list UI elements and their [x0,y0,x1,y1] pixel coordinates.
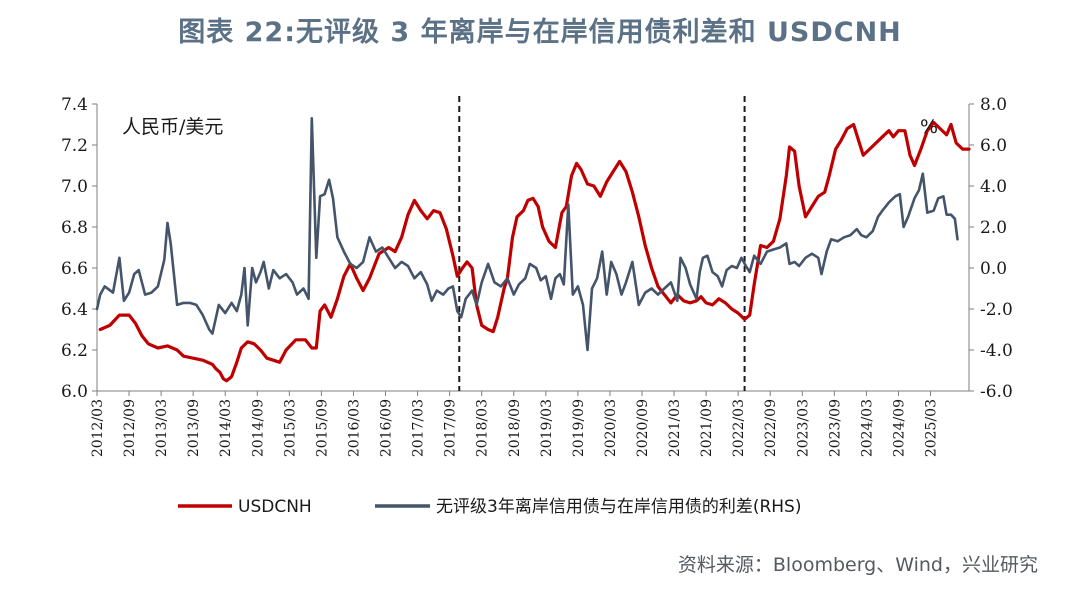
right-tick-label: -4.0 [980,341,1013,361]
x-tick-label: 2015/09 [314,399,330,457]
labels-layer: 6.0 6.2 6.4 6.6 6.8 7.0 7.2 7.4 -6.0 -4.0 -2.0 0.0 2… [61,95,1013,517]
right-tick-label: 0.0 [980,259,1007,279]
left-tick-label: 7.2 [61,136,88,156]
x-tick-label: 2021/03 [667,399,683,457]
left-tick-label: 7.4 [61,95,88,115]
x-tick-label: 2013/03 [154,399,170,457]
x-tick-label: 2021/09 [699,399,715,457]
right-tick-label: 8.0 [980,95,1007,115]
x-tick-label: 2019/09 [571,399,587,457]
x-tick-label: 2020/09 [635,399,651,457]
x-tick-label: 2022/03 [731,399,747,457]
left-tick-label: 6.2 [61,341,88,361]
source-note: 资料来源：Bloomberg、Wind，兴业研究 [677,554,1038,576]
right-tick-label: 4.0 [980,177,1007,197]
right-tick-label: -6.0 [980,382,1013,402]
legend-spread-label: 无评级3年离岸信用债与在岸信用债的利差(RHS) [436,497,801,517]
legend-usdcnh-label: USDCNH [238,497,312,517]
left-tick-label: 6.6 [61,259,88,279]
series-layer [95,117,971,383]
right-axis-unit: % [920,116,938,138]
x-tick-label: 2012/09 [122,399,138,457]
x-tick-label: 2013/09 [186,399,202,457]
x-tick-label: 2014/03 [218,399,234,457]
x-tick-label: 2024/03 [859,399,875,457]
x-tick-label: 2023/09 [827,399,843,457]
x-tick-label: 2018/03 [475,399,491,457]
x-tick-label: 2016/09 [379,399,395,457]
x-tick-label: 2025/03 [924,399,940,457]
x-tick-label: 2014/09 [250,399,266,457]
left-tick-label: 7.0 [61,177,88,197]
left-tick-label: 6.4 [61,300,88,320]
x-tick-label: 2018/09 [507,399,523,457]
x-tick-label: 2024/09 [891,399,907,457]
x-tick-label: 2016/03 [346,399,362,457]
x-tick-label: 2023/03 [795,399,811,457]
x-tick-label: 2022/09 [763,399,779,457]
x-tick-label: 2017/09 [443,399,459,457]
left-tick-label: 6.8 [61,218,88,238]
x-tick-label: 2020/03 [603,399,619,457]
x-tick-label: 2019/03 [539,399,555,457]
right-tick-label: -2.0 [980,300,1013,320]
x-tick-label: 2017/03 [411,399,427,457]
usdcnh-series-line [98,120,971,383]
x-tick-label: 2012/03 [90,399,106,457]
axes-layer [92,96,974,396]
left-axis-unit: 人民币/美元 [122,116,223,138]
x-tick-label: 2015/03 [282,399,298,457]
left-tick-label: 6.0 [61,382,88,402]
page-title: 图表 22:无评级 3 年离岸与在岸信用债利差和 USDCNH [178,17,902,48]
right-tick-label: 6.0 [980,136,1007,156]
spread-series-line [95,117,959,352]
right-tick-label: 2.0 [980,218,1007,238]
